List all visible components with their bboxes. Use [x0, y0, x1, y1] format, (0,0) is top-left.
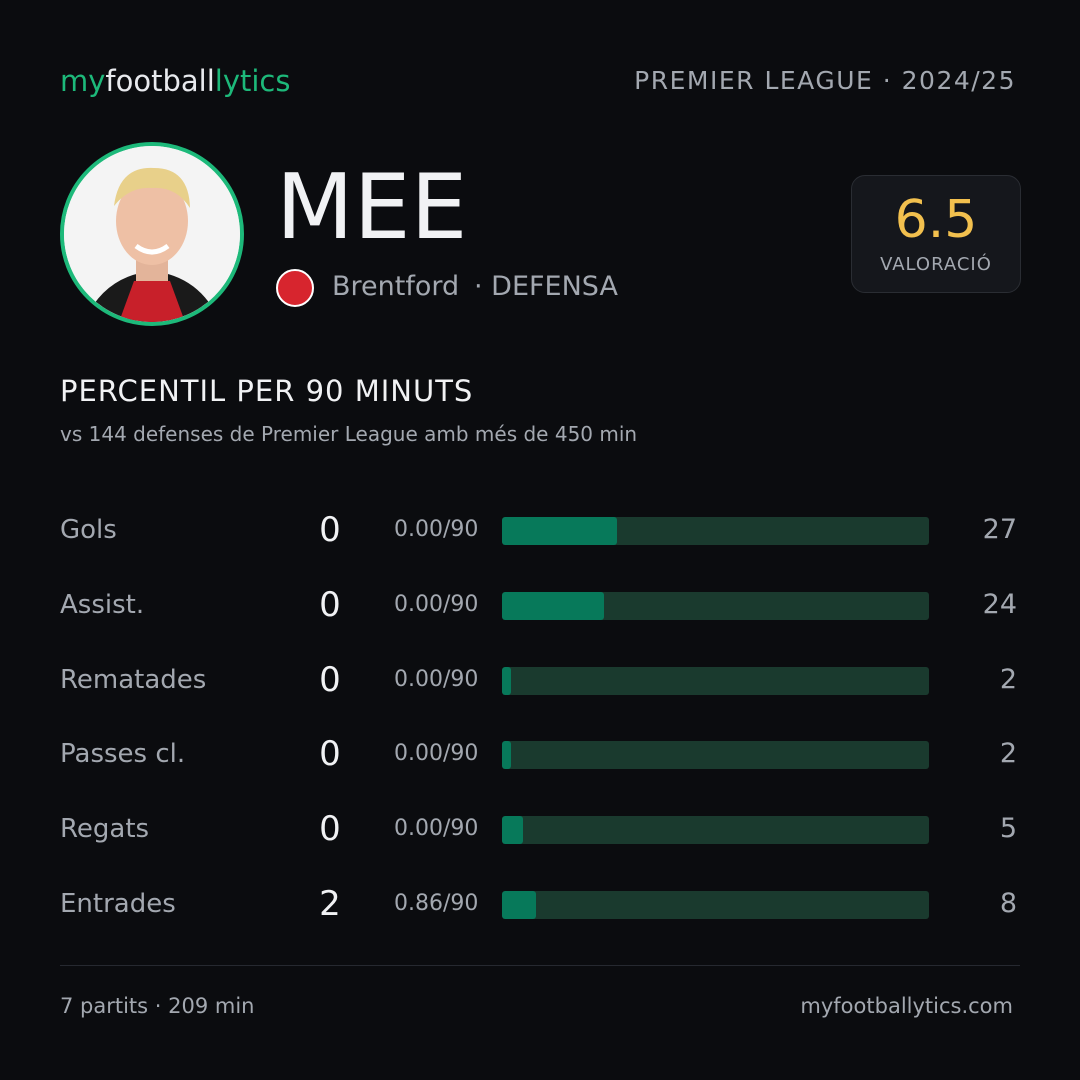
stat-label: Assist. — [60, 589, 145, 620]
rating-label: VALORACIÓ — [880, 254, 992, 275]
summary: 7 partits · 209 min — [60, 994, 255, 1018]
rating-box: 6.5 VALORACIÓ — [851, 175, 1021, 293]
stat-per90: 0.00/90 — [394, 517, 479, 542]
team-name: Brentford — [332, 271, 460, 302]
stat-label: Entrades — [60, 889, 176, 919]
stat-label: Regats — [60, 814, 150, 845]
percentile-track — [502, 816, 929, 845]
percentile-label: 27 — [982, 514, 1017, 545]
divider — [60, 965, 1020, 966]
stat-value: 2 — [319, 884, 341, 924]
rating: 6.5 — [894, 190, 978, 250]
section-title: PERCENTIL PER 90 MINUTS — [60, 374, 474, 408]
percentile-label: 24 — [982, 588, 1017, 620]
stat-per90: 0.86/90 — [394, 891, 479, 916]
percentile-bar — [502, 741, 511, 770]
percentile-bar — [502, 666, 511, 695]
brand-lytics: lytics — [214, 64, 291, 98]
player-photo — [60, 142, 244, 326]
percentile-track — [502, 741, 929, 770]
stat-value: 0 — [319, 510, 341, 550]
percentile-bar — [502, 591, 605, 620]
stat-per90: 0.00/90 — [394, 591, 479, 617]
stat-per90: 0.00/90 — [394, 741, 479, 767]
percentile-bar — [502, 517, 618, 545]
league: PREMIER LEAGUE · 2024/25 — [634, 66, 1016, 95]
percentile-bar — [502, 891, 537, 919]
brand-my: my — [60, 64, 106, 98]
percentile-label: 2 — [999, 738, 1017, 770]
percentile-track — [502, 666, 929, 695]
stat-per90: 0.00/90 — [394, 816, 479, 842]
stat-label: Rematades — [60, 664, 207, 695]
position: · DEFENSA — [474, 271, 618, 302]
percentile-bar — [502, 816, 524, 845]
percentile-label: 2 — [999, 663, 1017, 695]
stat-value: 0 — [319, 809, 341, 850]
brand-football: football — [105, 64, 215, 98]
stat-label: Passes cl. — [60, 739, 186, 770]
percentile-track — [502, 891, 929, 919]
percentile-label: 8 — [999, 888, 1017, 919]
stat-value: 0 — [319, 659, 341, 700]
percentile-track — [502, 591, 929, 620]
team-badge — [276, 269, 314, 307]
stat-value: 0 — [319, 584, 341, 625]
player-name: MEE — [276, 155, 468, 260]
stat-per90: 0.00/90 — [394, 666, 479, 692]
photo-art — [64, 146, 240, 322]
percentile-label: 5 — [999, 813, 1017, 845]
stat-label: Gols — [60, 515, 117, 545]
brand: myfootballlytics — [60, 64, 290, 98]
site: myfootballytics.com — [800, 994, 1013, 1018]
percentile-track — [502, 517, 929, 545]
section-subtitle: vs 144 defenses de Premier League amb mé… — [60, 422, 638, 446]
stat-value: 0 — [319, 734, 341, 775]
